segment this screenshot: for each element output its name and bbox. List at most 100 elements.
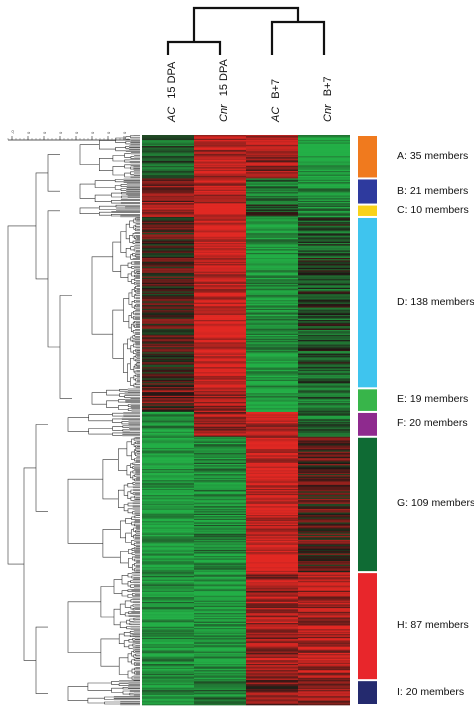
heatmap-cell bbox=[246, 272, 298, 275]
heatmap-cell bbox=[194, 559, 246, 562]
heatmap-cell bbox=[194, 157, 246, 159]
heatmap-cell bbox=[246, 252, 298, 255]
cluster-bar-D bbox=[358, 217, 377, 388]
heatmap-cell bbox=[194, 246, 246, 249]
heatmap-cell bbox=[142, 316, 194, 318]
heatmap-cell bbox=[194, 370, 246, 373]
row-dendrogram-branch bbox=[118, 405, 129, 410]
heatmap-cell bbox=[246, 444, 298, 446]
heatmap-cell bbox=[194, 394, 246, 397]
heatmap-cell bbox=[194, 579, 246, 582]
heatmap-cell bbox=[142, 395, 194, 398]
heatmap-cell bbox=[298, 302, 350, 305]
heatmap-cell bbox=[142, 346, 194, 348]
heatmap-cell bbox=[298, 308, 350, 311]
heatmap-cell bbox=[298, 472, 350, 475]
heatmap-cell bbox=[298, 467, 350, 470]
row-dendrogram-branch bbox=[124, 159, 130, 163]
heatmap-cell bbox=[142, 496, 194, 498]
heatmap-cell bbox=[142, 691, 194, 693]
heatmap-cell bbox=[246, 394, 298, 397]
heatmap-cell bbox=[298, 558, 350, 561]
cluster-label-E: E: 19 members bbox=[397, 393, 469, 406]
heatmap-cell bbox=[298, 135, 350, 137]
heatmap-cell bbox=[246, 516, 298, 518]
heatmap-cell bbox=[194, 515, 246, 517]
heatmap-cell bbox=[142, 190, 194, 193]
row-dendrogram-branch bbox=[121, 192, 127, 195]
heatmap-cell bbox=[194, 430, 246, 433]
heatmap-cell bbox=[142, 285, 194, 287]
heatmap-cell bbox=[142, 236, 194, 239]
heatmap-cell bbox=[142, 687, 194, 690]
row-dendrogram-branch bbox=[132, 604, 135, 607]
heatmap-cell bbox=[246, 628, 298, 630]
heatmap-cell bbox=[298, 245, 350, 248]
heatmap-cell bbox=[194, 460, 246, 462]
heatmap-cell bbox=[298, 629, 350, 631]
heatmap-cell bbox=[142, 508, 194, 511]
heatmap-cell bbox=[142, 615, 194, 618]
heatmap-cell bbox=[298, 138, 350, 141]
row-dendrogram-branch bbox=[131, 548, 135, 551]
heatmap-cell bbox=[246, 665, 298, 667]
heatmap-cell bbox=[298, 375, 350, 378]
row-dendrogram-branch bbox=[124, 612, 129, 617]
row-dendrogram-branch bbox=[129, 220, 134, 228]
heatmap-cell bbox=[298, 661, 350, 664]
heatmap-cell bbox=[142, 218, 194, 220]
heatmap-cell bbox=[298, 565, 350, 568]
heatmap-cell bbox=[246, 261, 298, 264]
row-dendrogram-branch bbox=[135, 445, 137, 448]
heatmap-cell bbox=[194, 549, 246, 552]
heatmap-cell bbox=[298, 631, 350, 634]
row-dendrogram-branch bbox=[133, 311, 135, 315]
heatmap-cell bbox=[194, 315, 246, 317]
heatmap-cell bbox=[194, 533, 246, 536]
heatmap-cell bbox=[246, 521, 298, 523]
heatmap-cell bbox=[142, 495, 194, 497]
heatmap-cell bbox=[298, 254, 350, 256]
heatmap-cell bbox=[142, 198, 194, 200]
heatmap-cell bbox=[142, 344, 194, 347]
heatmap-cell bbox=[142, 557, 194, 559]
row-dendrogram-branch bbox=[132, 492, 135, 495]
heatmap-cell bbox=[142, 211, 194, 214]
heatmap-cell bbox=[298, 270, 350, 272]
heatmap-cell bbox=[194, 377, 246, 379]
heatmap-cell bbox=[194, 298, 246, 301]
heatmap-cell bbox=[298, 323, 350, 326]
heatmap-cell bbox=[142, 230, 194, 233]
heatmap-cell bbox=[194, 433, 246, 435]
heatmap-cell bbox=[194, 259, 246, 261]
heatmap-cell bbox=[194, 187, 246, 189]
row-dendrogram-branch bbox=[135, 448, 137, 451]
heatmap-cell bbox=[194, 431, 246, 434]
heatmap-cell bbox=[194, 695, 246, 697]
heatmap-cell bbox=[298, 641, 350, 644]
column-label-4: CnrB+7 bbox=[322, 76, 334, 122]
row-dendrogram-branch bbox=[120, 520, 126, 539]
heatmap-cell bbox=[246, 660, 298, 662]
heatmap-cell bbox=[194, 619, 246, 621]
heatmap-cell bbox=[194, 361, 246, 363]
heatmap-cell bbox=[142, 466, 194, 469]
row-dendrogram-branch bbox=[123, 640, 129, 648]
row-dendrogram-branch bbox=[128, 558, 133, 568]
heatmap-cell bbox=[142, 418, 194, 420]
row-dendrogram-branch bbox=[112, 418, 122, 423]
heatmap-cell bbox=[142, 505, 194, 507]
heatmap-cell bbox=[246, 187, 298, 189]
heatmap-cell bbox=[246, 632, 298, 635]
heatmap-cell bbox=[142, 241, 194, 244]
heatmap-cell bbox=[298, 637, 350, 640]
heatmap-cell bbox=[298, 696, 350, 698]
heatmap-cell bbox=[194, 634, 246, 636]
heatmap-cell bbox=[246, 325, 298, 327]
heatmap-cell bbox=[194, 472, 246, 475]
heatmap-cell bbox=[298, 193, 350, 195]
heatmap-cell bbox=[194, 368, 246, 371]
heatmap-cell bbox=[246, 149, 298, 152]
heatmap-cell bbox=[142, 562, 194, 564]
heatmap-cell bbox=[142, 274, 194, 276]
